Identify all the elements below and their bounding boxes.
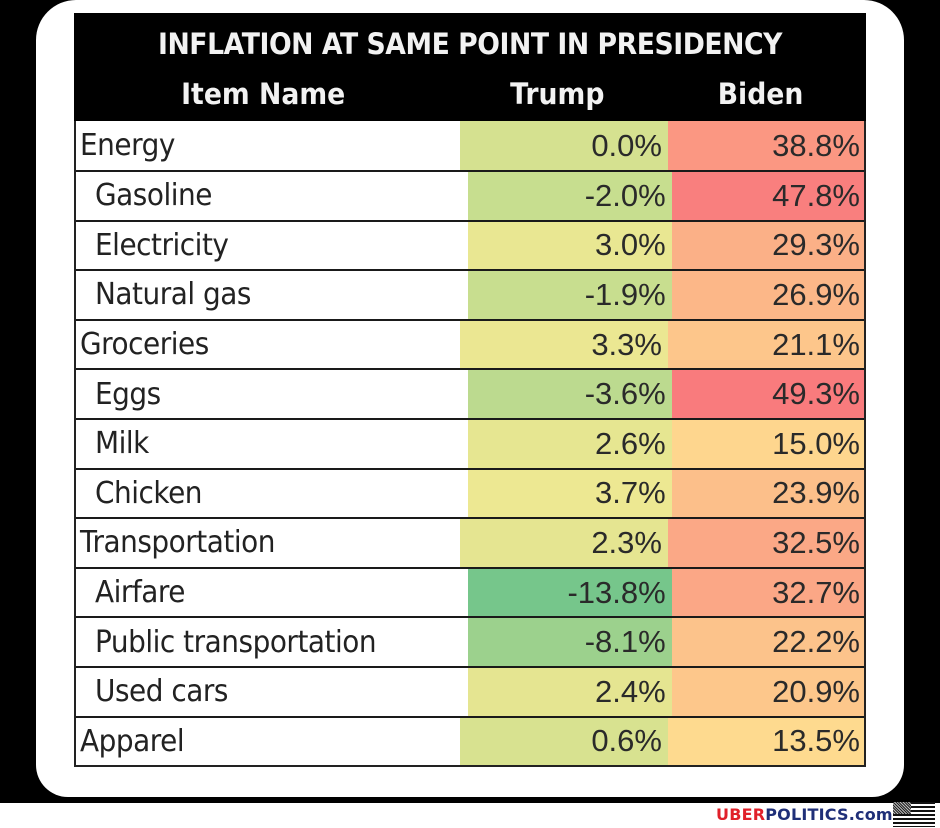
item-name-text: Public transportation	[95, 624, 377, 660]
item-name-text: Energy	[80, 128, 175, 163]
cell-item-name: Milk	[76, 419, 468, 468]
cell-item-name: Eggs	[76, 370, 468, 418]
inflation-table: INFLATION AT SAME POINT IN PRESIDENCY It…	[74, 13, 866, 768]
cell-biden-value: 26.9%	[671, 271, 864, 319]
cell-trump-value: -13.8%	[467, 568, 672, 617]
cell-biden-value: 49.3%	[671, 370, 864, 418]
cell-biden-value: 29.3%	[671, 221, 864, 270]
cell-biden-value: 13.5%	[667, 717, 864, 766]
cell-item-name: Apparel	[76, 717, 461, 766]
item-name-text: Electricity	[95, 227, 229, 263]
table-body: Energy 0.0% 38.8% Gasoline -2.0% 47.8% Electri…	[74, 121, 866, 768]
table-row: Used cars 2.4% 20.9%	[76, 665, 864, 716]
table-row: Eggs -3.6% 49.3%	[76, 368, 864, 418]
table-title: INFLATION AT SAME POINT IN PRESIDENCY	[157, 27, 783, 61]
cell-biden-value: 23.9%	[671, 469, 864, 518]
cell-trump-value: -8.1%	[467, 618, 672, 666]
item-name-text: Transportation	[80, 525, 275, 561]
cell-item-name: Natural gas	[76, 271, 468, 319]
item-name-text: Groceries	[80, 327, 209, 363]
cell-biden-value: 22.2%	[671, 618, 864, 666]
cell-trump-value: 3.3%	[460, 320, 668, 369]
cell-biden-value: 38.8%	[667, 121, 864, 170]
cell-biden-value: 20.9%	[671, 667, 864, 716]
column-header-trump: Trump	[510, 77, 605, 111]
cell-item-name: Transportation	[76, 519, 461, 567]
item-name-text: Apparel	[80, 723, 185, 759]
cell-trump-value: 0.6%	[460, 717, 668, 766]
cell-trump-value: 3.0%	[467, 221, 672, 270]
watermark-part1: UBER	[716, 805, 766, 824]
cell-item-name: Gasoline	[76, 172, 468, 220]
table-row: Electricity 3.0% 29.3%	[76, 219, 864, 270]
item-name-text: Milk	[95, 426, 149, 462]
cell-item-name: Used cars	[76, 667, 468, 716]
cell-item-name: Airfare	[76, 568, 468, 617]
cell-item-name: Groceries	[76, 320, 461, 369]
card-corner	[36, 0, 116, 80]
card-corner	[824, 0, 904, 80]
item-name-text: Gasoline	[95, 178, 212, 214]
item-name-text: Used cars	[95, 674, 228, 710]
cell-trump-value: 2.6%	[467, 419, 672, 468]
table-row: Public transportation -8.1% 22.2%	[76, 616, 864, 666]
cell-trump-value: 2.4%	[467, 667, 672, 716]
cell-trump-value: -2.0%	[467, 172, 672, 220]
cell-biden-value: 21.1%	[667, 320, 864, 369]
table-row: Transportation 2.3% 32.5%	[76, 517, 864, 567]
table-row: Chicken 3.7% 23.9%	[76, 467, 864, 518]
cell-trump-value: -1.9%	[467, 271, 672, 319]
item-name-text: Eggs	[95, 376, 161, 412]
table-row: Gasoline -2.0% 47.8%	[76, 170, 864, 220]
column-header-biden: Biden	[717, 77, 804, 111]
cell-trump-value: -3.6%	[467, 370, 672, 418]
cell-biden-value: 32.5%	[667, 519, 864, 567]
cell-item-name: Energy	[76, 121, 461, 170]
cell-trump-value: 2.3%	[460, 519, 668, 567]
cell-item-name: Public transportation	[76, 618, 468, 666]
table-row: Apparel 0.6% 13.5%	[76, 715, 864, 766]
cell-item-name: Electricity	[76, 221, 468, 270]
column-header-item-name: Item Name	[181, 77, 346, 111]
item-name-text: Natural gas	[95, 277, 252, 313]
us-flag-icon	[893, 802, 935, 827]
cell-biden-value: 32.7%	[671, 568, 864, 617]
table-row: Natural gas -1.9% 26.9%	[76, 269, 864, 319]
watermark-part2: POLITICS.com	[765, 805, 893, 824]
cell-trump-value: 3.7%	[467, 469, 672, 518]
item-name-text: Airfare	[95, 575, 186, 611]
cell-biden-value: 15.0%	[671, 419, 864, 468]
table-header: INFLATION AT SAME POINT IN PRESIDENCY It…	[74, 13, 866, 121]
cell-trump-value: 0.0%	[460, 121, 668, 170]
item-name-text: Chicken	[95, 475, 203, 511]
cell-item-name: Chicken	[76, 469, 468, 518]
table-row: Milk 2.6% 15.0%	[76, 417, 864, 468]
table-row: Groceries 3.3% 21.1%	[76, 318, 864, 369]
table-row: Airfare -13.8% 32.7%	[76, 566, 864, 617]
watermark: UBERPOLITICS.com	[716, 805, 893, 824]
cell-biden-value: 47.8%	[671, 172, 864, 220]
table-row: Energy 0.0% 38.8%	[76, 121, 864, 170]
